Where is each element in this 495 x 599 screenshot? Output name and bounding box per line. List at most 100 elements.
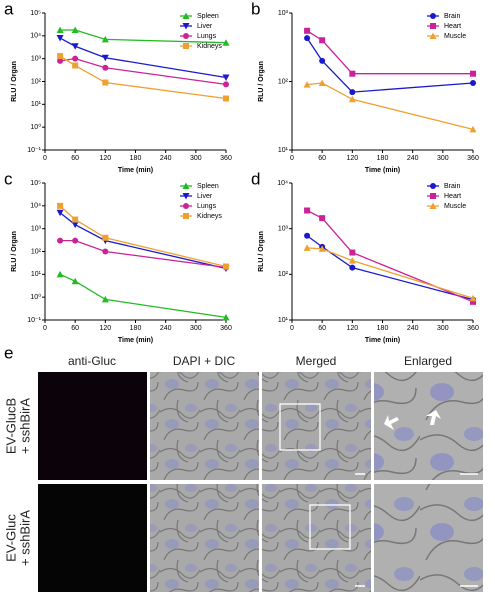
x-tick-label: 60 [71,325,79,332]
marker [101,54,109,62]
legend-marker [430,183,436,189]
marker [101,295,109,303]
legend-marker [183,33,189,39]
y-tick-label: 10⁵ [30,10,41,17]
x-tick-label: 240 [407,155,419,162]
marker [223,263,229,270]
x-axis-title: Time (min) [118,167,153,174]
legend-marker [183,43,189,49]
marker [57,53,64,60]
series-line [306,30,473,75]
marker [349,249,356,256]
legend-label: Spleen [197,183,219,190]
row-label: + sshBirA [17,510,32,566]
x-tick-label: 300 [190,325,202,332]
y-axis-title: RLU / Organ [258,61,265,102]
legend-marker [430,13,436,19]
x-tick-label: 60 [318,155,326,162]
y-axis-title: RLU / Organ [11,231,18,272]
image-dapi-dic [150,484,259,592]
image-enlarged [374,484,483,592]
legend-label: Brain [444,183,460,190]
marker [349,89,356,96]
y-tick-label: 10⁴ [30,33,41,40]
zoom-box [279,403,321,451]
image-enlarged [374,372,483,480]
legend-label: Heart [444,193,461,200]
marker [469,125,477,133]
legend-label: Liver [197,193,213,200]
marker [470,70,476,77]
x-axis-title: Time (min) [118,337,153,344]
marker [349,70,356,77]
y-tick-label: 10² [31,248,42,255]
arrow [384,415,399,430]
marker [72,237,79,244]
legend-marker [429,202,437,209]
legend-label: Spleen [197,13,219,20]
x-tick-label: 240 [160,325,172,332]
legend-marker [183,213,189,219]
y-tick-label: 10¹ [278,147,289,154]
series-line [306,209,474,303]
marker [470,298,476,305]
marker [57,57,64,64]
marker [469,294,477,302]
legend-marker [429,32,437,39]
panel-label: d [251,169,260,188]
series-line [60,239,227,269]
marker [57,202,64,209]
legend-label: Brain [444,13,460,20]
series-line [59,58,227,85]
marker [304,232,311,239]
row-label: EV-GlucB [3,398,18,454]
y-tick-label: 10³ [278,10,289,17]
x-tick-label: 240 [407,325,419,332]
column-header: Enlarged [404,354,452,368]
legend-label: Kidneys [197,43,222,50]
series-line [59,55,227,100]
legend-label: Kidneys [197,213,222,220]
y-axis-title: RLU / Organ [258,231,265,272]
series-line [59,212,227,270]
legend-label: Liver [197,23,213,30]
image-anti-gluc [38,484,147,592]
row-label: EV-Gluc [3,514,18,562]
column-header: DAPI + DIC [173,354,236,368]
y-tick-label: 10² [278,271,289,278]
y-tick-label: 10¹ [31,271,42,278]
legend-label: Lungs [197,203,217,210]
x-tick-label: 0 [43,155,47,162]
micrographs [38,372,483,592]
marker [102,248,109,255]
marker [71,221,79,229]
legend-label: Muscle [444,33,466,40]
marker [319,57,326,64]
y-axis-title: RLU / Organ [11,61,18,102]
y-tick-label: 10¹ [31,101,42,108]
marker [222,39,230,46]
x-tick-label: 360 [220,155,232,162]
legend-marker [182,23,190,30]
legend-marker [430,23,436,29]
marker [223,95,229,102]
y-tick-label: 10⁰ [30,123,41,131]
series-line [306,37,474,93]
marker [57,237,64,244]
image-merged [262,372,371,480]
y-tick-label: 10⁴ [30,203,41,210]
marker [318,245,326,252]
marker [470,80,476,87]
marker [304,27,311,34]
x-tick-label: 180 [130,325,142,332]
marker [319,37,326,44]
x-tick-label: 360 [220,325,232,332]
column-header: Merged [296,354,337,368]
arrow [426,410,441,425]
legend-label: Muscle [444,203,466,210]
x-tick-label: 180 [377,155,389,162]
y-tick-label: 10⁻¹ [27,317,41,324]
y-tick-label: 10¹ [278,317,289,324]
marker [222,313,230,321]
marker [348,95,356,103]
